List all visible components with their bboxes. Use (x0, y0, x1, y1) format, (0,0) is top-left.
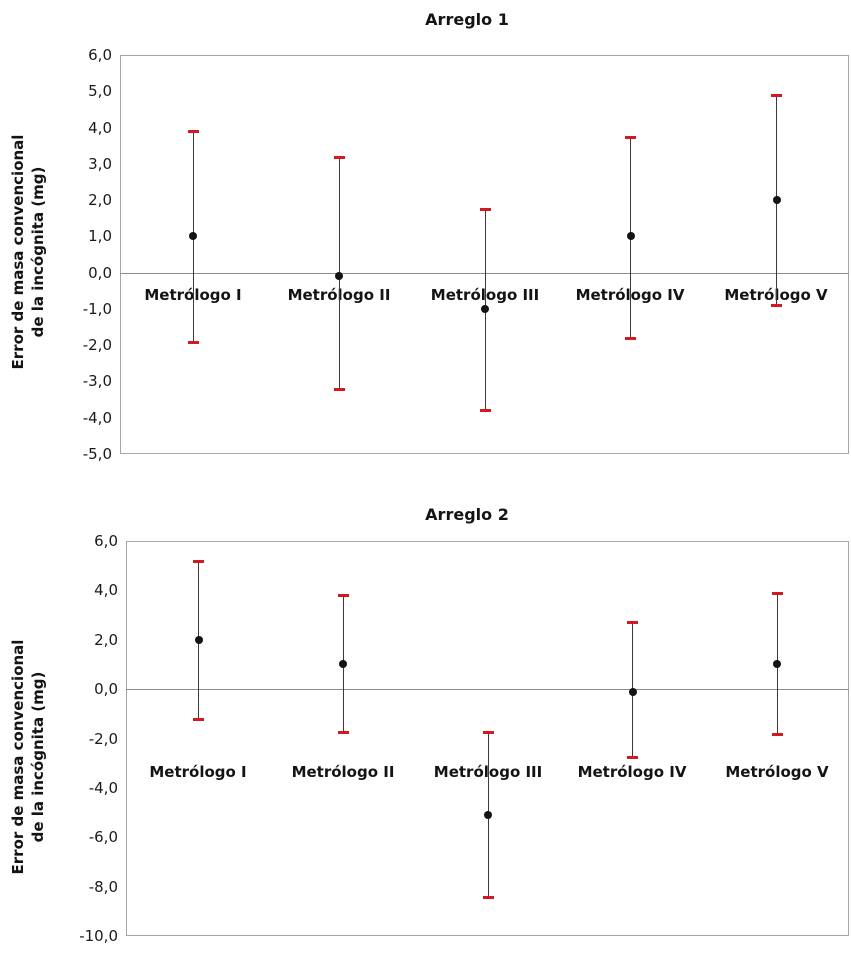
error-bar-cap-lower (188, 341, 199, 344)
y-tick-label: 6,0 (88, 46, 112, 64)
y-axis-title-line-1: Error de masa convencional (9, 639, 27, 875)
data-point-marker (484, 811, 492, 819)
chart-title-arreglo-2: Arreglo 2 (425, 505, 509, 524)
y-axis-title-arreglo-1: Error de masa convencional de la incógni… (8, 72, 50, 432)
data-point-marker (335, 272, 343, 280)
plot-area-arreglo-1 (120, 55, 849, 454)
y-tick-label: -3,0 (82, 372, 112, 390)
error-bar-cap-lower (627, 756, 638, 759)
y-tick-label: 3,0 (88, 155, 112, 173)
y-tick-label: -4,0 (88, 779, 118, 797)
y-axis-title-line-1: Error de masa convencional (9, 134, 27, 370)
error-bar-cap-upper (188, 130, 199, 133)
data-point-marker (773, 196, 781, 204)
data-point-marker (773, 660, 781, 668)
y-tick-label: -4,0 (82, 409, 112, 427)
data-point-marker (627, 232, 635, 240)
y-tick-label: -2,0 (88, 730, 118, 748)
y-axis-title-arreglo-2: Error de masa convencional de la incógni… (8, 577, 50, 937)
category-label: Metrólogo IV (577, 763, 687, 781)
y-tick-label: -2,0 (82, 336, 112, 354)
error-bar-cap-upper (772, 592, 783, 595)
data-point-marker (629, 688, 637, 696)
zero-gridline (120, 273, 849, 274)
category-label: Metrólogo V (724, 286, 828, 304)
category-label: Metrólogo V (725, 763, 829, 781)
error-bar-cap-lower (338, 731, 349, 734)
y-tick-label: 4,0 (88, 119, 112, 137)
y-tick-label: 2,0 (88, 191, 112, 209)
error-bar-cap-upper (338, 594, 349, 597)
y-tick-label: -8,0 (88, 878, 118, 896)
y-tick-label: 0,0 (88, 264, 112, 282)
error-bar-cap-upper (625, 136, 636, 139)
error-bar-cap-lower (771, 304, 782, 307)
error-bar-cap-lower (483, 896, 494, 899)
plot-area-arreglo-2 (126, 541, 849, 936)
error-bar-cap-lower (193, 718, 204, 721)
data-point-marker (339, 660, 347, 668)
y-tick-label: -1,0 (82, 300, 112, 318)
error-bar-cap-upper (480, 208, 491, 211)
category-label: Metrólogo II (287, 286, 391, 304)
data-point-marker (481, 305, 489, 313)
error-bar-cap-upper (193, 560, 204, 563)
y-tick-label: 5,0 (88, 82, 112, 100)
error-bar-cap-lower (480, 409, 491, 412)
data-point-marker (195, 636, 203, 644)
y-tick-label: 1,0 (88, 227, 112, 245)
error-bar-cap-lower (772, 733, 783, 736)
category-label: Metrólogo I (144, 286, 242, 304)
y-tick-label: -5,0 (82, 445, 112, 463)
y-tick-label: -6,0 (88, 828, 118, 846)
data-point-marker (189, 232, 197, 240)
error-bar-cap-upper (334, 156, 345, 159)
error-bar-cap-upper (627, 621, 638, 624)
category-label: Metrólogo I (149, 763, 247, 781)
zero-gridline (126, 689, 849, 690)
chart-title-arreglo-1: Arreglo 1 (425, 10, 509, 29)
y-tick-label: 0,0 (94, 680, 118, 698)
y-tick-label: 2,0 (94, 631, 118, 649)
error-bar-cap-lower (334, 388, 345, 391)
error-bar-cap-lower (625, 337, 636, 340)
y-tick-label: 4,0 (94, 581, 118, 599)
category-label: Metrólogo II (291, 763, 395, 781)
y-axis-title-line-2: de la incógnita (mg) (29, 671, 47, 843)
y-tick-label: 6,0 (94, 532, 118, 550)
error-bar-cap-upper (771, 94, 782, 97)
y-axis-title-line-2: de la incógnita (mg) (29, 166, 47, 338)
y-tick-label: -10,0 (79, 927, 118, 945)
error-bar-cap-upper (483, 731, 494, 734)
